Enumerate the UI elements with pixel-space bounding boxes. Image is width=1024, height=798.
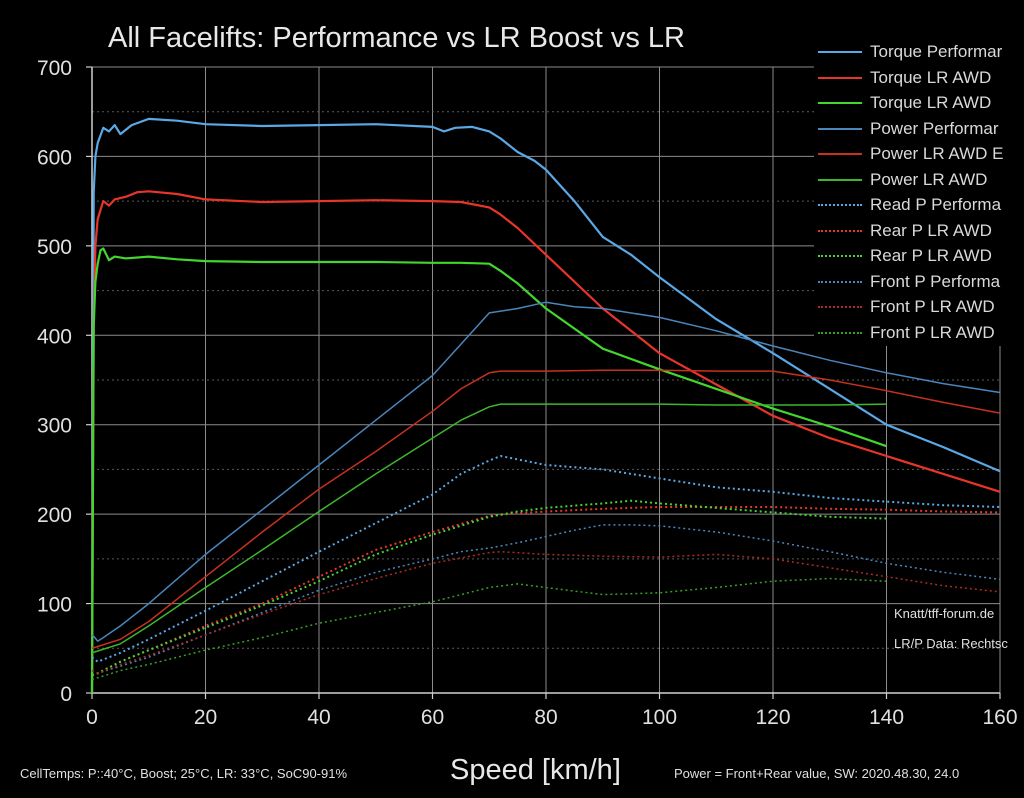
legend-swatch bbox=[818, 331, 862, 334]
legend-swatch bbox=[818, 76, 862, 79]
x-tick-label: 120 bbox=[755, 706, 790, 729]
series-line-5 bbox=[91, 369, 1001, 650]
series-line-6 bbox=[91, 403, 887, 654]
legend-swatch bbox=[818, 127, 862, 130]
legend-swatch bbox=[818, 280, 862, 283]
legend-swatch bbox=[818, 306, 862, 308]
footnote-power-info: Power = Front+Rear value, SW: 2020.48.30… bbox=[674, 766, 960, 781]
series-line-1 bbox=[90, 117, 1001, 694]
legend-label: Torque LR AWD bbox=[870, 93, 992, 112]
legend-item: Torque LR AWD bbox=[814, 66, 1024, 90]
credit-annotation: Knatt/tff-forum.de bbox=[894, 606, 995, 621]
chart-title: All Facelifts: Performance vs LR Boost v… bbox=[108, 22, 685, 54]
legend-label: Front P LR AWD bbox=[870, 322, 995, 342]
legend-item: Power LR AWD bbox=[814, 168, 1024, 192]
legend-item: Read P Performa bbox=[814, 193, 1024, 217]
x-tick-label: 80 bbox=[534, 706, 557, 729]
legend-item: Power LR AWD E bbox=[814, 142, 1024, 166]
legend-swatch bbox=[818, 204, 862, 206]
chart-ticks: 0 20 40 60 80 100 120 140 160 0 100 200 300 400 500 600… bbox=[37, 57, 1018, 729]
series-line-11 bbox=[91, 550, 1001, 675]
legend-swatch bbox=[818, 255, 862, 257]
legend-swatch bbox=[818, 178, 862, 181]
legend-label: Torque Performar bbox=[870, 42, 1003, 61]
x-tick-label: 0 bbox=[86, 706, 98, 729]
y-tick-label: 600 bbox=[37, 146, 72, 169]
legend-label: Power Performar bbox=[870, 118, 999, 138]
y-tick-label: 100 bbox=[37, 594, 72, 617]
y-tick-label: 200 bbox=[37, 504, 72, 527]
legend-label: Power LR AWD E bbox=[870, 144, 1004, 163]
x-tick-label: 100 bbox=[642, 706, 677, 729]
y-tick-label: 0 bbox=[60, 683, 72, 706]
x-tick-label: 40 bbox=[307, 706, 330, 729]
data-source-annotation: LR/P Data: Rechtsc bbox=[894, 636, 1008, 651]
x-tick-label: 160 bbox=[982, 706, 1017, 729]
series-line-9 bbox=[91, 499, 887, 677]
legend-label: Front P LR AWD bbox=[870, 297, 995, 316]
legend-label: Front P Performa bbox=[870, 271, 1001, 291]
legend-swatch bbox=[818, 153, 862, 155]
legend-swatch bbox=[818, 102, 862, 104]
series-line-4 bbox=[91, 301, 1001, 642]
footnote-cell-temps: CellTemps: P::40°C, Boost; 25°C, LR: 33°… bbox=[20, 766, 348, 781]
legend-label: Read P Performa bbox=[870, 195, 1002, 214]
series-line-8 bbox=[91, 506, 1001, 677]
series-line-3 bbox=[90, 247, 887, 694]
x-tick-label: 140 bbox=[869, 706, 904, 729]
legend-item: Front P Performa bbox=[814, 270, 1024, 294]
legend-item: Rear P LR AWD bbox=[814, 219, 1024, 243]
legend-item: Power Performar bbox=[814, 117, 1024, 141]
legend-label: Rear P LR AWD bbox=[870, 220, 992, 240]
legend-swatch bbox=[818, 51, 862, 53]
legend-item: Front P LR AWD bbox=[814, 321, 1024, 345]
chart-series-lines bbox=[90, 117, 1001, 694]
legend-item: Front P LR AWD bbox=[814, 295, 1024, 319]
x-axis-label: Speed [km/h] bbox=[450, 754, 621, 786]
legend-swatch bbox=[818, 229, 862, 232]
y-tick-label: 400 bbox=[37, 325, 72, 348]
legend-label: Power LR AWD bbox=[870, 169, 988, 189]
legend-label: Rear P LR AWD bbox=[870, 246, 992, 265]
y-tick-label: 700 bbox=[37, 57, 72, 80]
legend-item: Rear P LR AWD bbox=[814, 244, 1024, 268]
x-tick-label: 20 bbox=[194, 706, 217, 729]
x-tick-label: 60 bbox=[421, 706, 444, 729]
y-tick-label: 500 bbox=[37, 236, 72, 259]
y-tick-label: 300 bbox=[37, 415, 72, 438]
legend-item: Torque Performar bbox=[814, 40, 1024, 64]
legend-item: Torque LR AWD bbox=[814, 91, 1024, 115]
legend-label: Torque LR AWD bbox=[870, 67, 992, 87]
chart-legend: Torque Performar Torque LR AWD Torque LR A… bbox=[814, 40, 1024, 346]
series-line-12 bbox=[91, 577, 887, 681]
